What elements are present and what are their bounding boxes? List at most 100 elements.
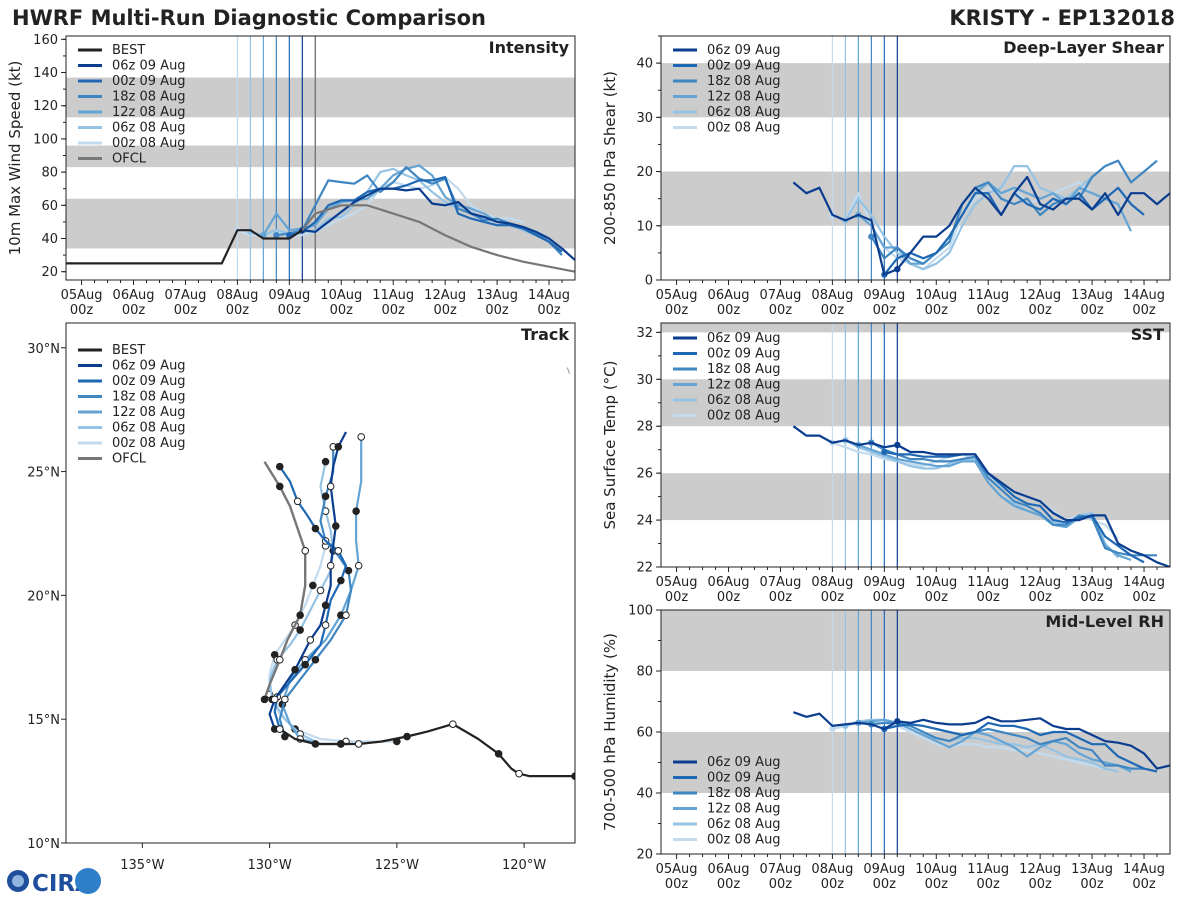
sst-ytick-label: 30 bbox=[636, 373, 653, 388]
shear-best-line bbox=[792, 181, 898, 277]
intensity-panel-title: Intensity bbox=[489, 38, 570, 57]
intensity-ytick-label: 80 bbox=[41, 166, 58, 181]
track-series-4-marker bbox=[321, 457, 330, 466]
shear-xtick-sublabel: 00z bbox=[665, 303, 689, 318]
sst-xtick-label: 06Aug bbox=[708, 575, 750, 590]
intensity-frame bbox=[65, 35, 576, 281]
panel-sst: 22242628303205Aug00z06Aug00z07Aug00z08Au… bbox=[601, 322, 1171, 605]
sst-series-start-0 bbox=[894, 441, 901, 449]
shear-xtick-label: 11Aug bbox=[967, 288, 1009, 303]
sst-xtick-sublabel: 00z bbox=[873, 590, 897, 605]
sst-band-0 bbox=[661, 473, 1170, 521]
shear-frame bbox=[660, 35, 1171, 281]
rh-xtick-label: 06Aug bbox=[708, 862, 750, 877]
track-series-5-marker bbox=[309, 581, 317, 590]
shear-xtick-label: 05Aug bbox=[656, 288, 698, 303]
track-legend-label: 00z 08 Aug bbox=[112, 436, 186, 451]
rh-xtick-label: 10Aug bbox=[915, 862, 957, 877]
storm-id: KRISTY - EP132018 bbox=[949, 6, 1175, 30]
rh-xtick-sublabel: 00z bbox=[1132, 877, 1156, 892]
intensity-ytick-label: 40 bbox=[41, 232, 58, 247]
intensity-xtick-label: 09Aug bbox=[268, 288, 310, 303]
shear-legend-label: 12z 08 Aug bbox=[707, 90, 781, 105]
sst-xtick-label: 07Aug bbox=[759, 575, 801, 590]
intensity-ytick-label: 140 bbox=[33, 66, 58, 81]
rh-xtick-label: 11Aug bbox=[967, 862, 1009, 877]
rh-best-line bbox=[793, 711, 898, 731]
track-series-1-marker bbox=[301, 660, 310, 669]
intensity-xtick-label: 10Aug bbox=[320, 288, 362, 303]
sst-xtick-sublabel: 00z bbox=[769, 590, 793, 605]
intensity-xtick-label: 07Aug bbox=[164, 288, 206, 303]
track-legend-label: 18z 08 Aug bbox=[112, 390, 186, 405]
track-ofcl bbox=[263, 461, 307, 700]
rh-xtick-label: 12Aug bbox=[1019, 862, 1061, 877]
track-legend-label: 00z 09 Aug bbox=[112, 374, 186, 389]
intensity-series-start-2 bbox=[273, 231, 280, 239]
shear-ylabel: 200-850 hPa Shear (kt) bbox=[601, 71, 619, 245]
shear-xtick-label: 07Aug bbox=[759, 288, 801, 303]
shear-xtick-label: 10Aug bbox=[915, 288, 957, 303]
track-best-marker bbox=[449, 720, 457, 728]
shear-band-0 bbox=[661, 171, 1170, 226]
track-series-1-marker bbox=[337, 576, 345, 585]
shear-xtick-sublabel: 00z bbox=[717, 303, 741, 318]
intensity-xtick-label: 13Aug bbox=[476, 288, 518, 303]
track-ofcl-marker bbox=[275, 482, 284, 491]
sst-band-1 bbox=[661, 379, 1170, 427]
intensity-xtick-label: 11Aug bbox=[372, 288, 414, 303]
intensity-ytick-label: 160 bbox=[33, 33, 58, 48]
track-best-marker bbox=[515, 769, 523, 778]
sst-xtick-sublabel: 00z bbox=[717, 590, 741, 605]
shear-series-start-2 bbox=[868, 233, 875, 240]
panel-shear: 01020304005Aug00z06Aug00z07Aug00z08Aug00… bbox=[601, 35, 1171, 318]
rh-legend-label: 12z 08 Aug bbox=[707, 802, 781, 817]
track-ytick-label: 10°N bbox=[27, 837, 60, 852]
intensity-ytick-label: 20 bbox=[41, 265, 58, 280]
sst-xtick-label: 05Aug bbox=[656, 575, 698, 590]
shear-xtick-label: 13Aug bbox=[1071, 288, 1113, 303]
track-series-1-marker bbox=[311, 524, 320, 533]
intensity-legend-label: 00z 09 Aug bbox=[112, 74, 186, 89]
shear-legend-label: 00z 08 Aug bbox=[707, 121, 781, 136]
rh-xtick-label: 07Aug bbox=[759, 862, 801, 877]
track-best bbox=[279, 722, 575, 778]
track-legend-label: 06z 08 Aug bbox=[112, 421, 186, 436]
track-xtick-label: 120°W bbox=[502, 858, 546, 873]
sst-series-start-1 bbox=[881, 448, 888, 456]
shear-legend-label: 18z 08 Aug bbox=[707, 74, 781, 89]
sst-ylabel: Sea Surface Temp (°C) bbox=[601, 360, 619, 529]
track-series-2-marker bbox=[321, 492, 330, 501]
shear-xtick-sublabel: 00z bbox=[977, 303, 1001, 318]
shear-ytick-label: 40 bbox=[636, 57, 653, 72]
rh-legend-label: 00z 09 Aug bbox=[707, 771, 781, 786]
shear-xtick-sublabel: 00z bbox=[821, 303, 845, 318]
track-series-0-marker bbox=[331, 522, 340, 530]
rh-ytick-label: 60 bbox=[636, 726, 653, 741]
track-series-0-marker bbox=[321, 601, 330, 610]
sst-legend-label: 06z 09 Aug bbox=[707, 331, 781, 346]
intensity-ylabel: 10m Max Wind Speed (kt) bbox=[6, 61, 24, 256]
intensity-band-0 bbox=[66, 198, 575, 249]
track-series-4-marker bbox=[296, 626, 304, 634]
track-series-3-marker bbox=[352, 507, 360, 515]
track-series-1 bbox=[273, 465, 348, 730]
sst-series-0 bbox=[896, 444, 1170, 567]
sst-xtick-label: 14Aug bbox=[1123, 575, 1165, 590]
shear-legend-label: 06z 09 Aug bbox=[707, 43, 781, 58]
track-series-3-marker bbox=[357, 433, 366, 441]
track-ofcl-marker bbox=[275, 655, 284, 664]
sst-xtick-sublabel: 00z bbox=[925, 590, 949, 605]
sst-legend-label: 12z 08 Aug bbox=[707, 378, 781, 393]
rh-xtick-sublabel: 00z bbox=[873, 877, 897, 892]
intensity-best-line bbox=[66, 229, 303, 265]
rh-band-1 bbox=[661, 610, 1170, 671]
intensity-ytick-label: 100 bbox=[33, 132, 58, 147]
sst-frame bbox=[660, 322, 1171, 568]
intensity-xtick-label: 08Aug bbox=[216, 288, 258, 303]
shear-xtick-sublabel: 00z bbox=[1028, 303, 1052, 318]
rh-series-start-5 bbox=[829, 725, 836, 733]
